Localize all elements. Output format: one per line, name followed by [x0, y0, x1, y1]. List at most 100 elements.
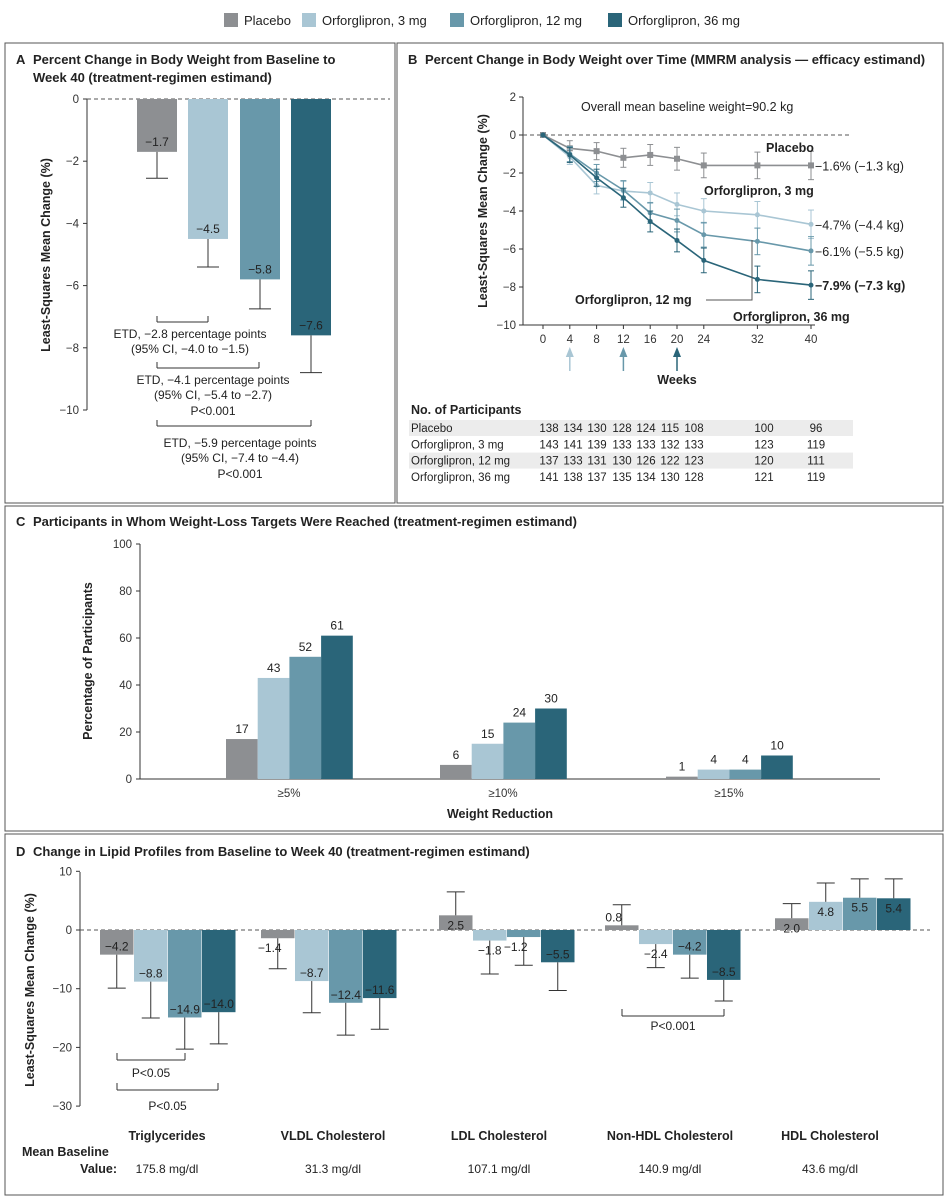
data-label: 61 — [330, 619, 344, 633]
bar — [729, 769, 762, 779]
y-tick-label: −10 — [52, 984, 72, 996]
table-row-label: Placebo — [411, 423, 453, 435]
data-label: 6 — [453, 748, 460, 762]
data-label: 5.5 — [851, 901, 868, 915]
x-category-label: HDL Cholesterol — [781, 1129, 879, 1143]
table-cell: 137 — [539, 456, 558, 468]
table-cell: 141 — [563, 439, 582, 451]
data-label: −1.8 — [478, 944, 502, 958]
data-point — [594, 175, 600, 181]
data-label: 0.8 — [605, 910, 622, 924]
y-axis-label: Percentage of Participants — [81, 582, 95, 740]
note: Overall mean baseline weight=90.2 kg — [581, 100, 793, 114]
table-row-shade — [409, 420, 853, 436]
bar — [321, 635, 353, 779]
leader-line — [706, 240, 753, 301]
y-tick-label: 20 — [119, 727, 132, 739]
baseline-label: Mean Baseline — [22, 1145, 109, 1159]
panel-d — [4, 833, 944, 1196]
x-tick-label: 20 — [671, 334, 684, 346]
bar — [507, 930, 541, 938]
x-tick-label: 4 — [567, 334, 574, 346]
baseline-value: 107.1 mg/dl — [468, 1162, 531, 1176]
y-tick-label: 0 — [126, 774, 132, 786]
series-label: Orforglipron, 3 mg — [704, 184, 814, 198]
bar — [168, 930, 202, 1018]
legend-label: Orforglipron, 12 mg — [470, 13, 582, 28]
y-tick-label: −10 — [59, 405, 79, 417]
data-label: 5.4 — [885, 901, 902, 915]
end-label: −4.7% (−4.4 kg) — [815, 218, 904, 232]
x-axis-label: Weight Reduction — [447, 807, 553, 821]
baseline-value: 175.8 mg/dl — [136, 1162, 199, 1176]
panel-title: Percent Change in Body Weight from Basel… — [33, 52, 335, 67]
data-point — [701, 208, 707, 214]
bar — [226, 739, 258, 779]
data-point — [754, 276, 760, 282]
bar — [473, 930, 507, 941]
data-label: −5.8 — [248, 262, 272, 276]
data-point — [674, 237, 680, 243]
x-tick-label: ≥10% — [488, 788, 517, 800]
x-tick-label: 0 — [540, 334, 546, 346]
bar — [188, 99, 228, 239]
panel-letter: A — [16, 52, 26, 67]
table-cell: 134 — [563, 423, 583, 435]
series-label: Orforglipron, 36 mg — [733, 310, 850, 324]
table-row-label: Orforglipron, 12 mg — [411, 456, 510, 468]
data-label: 24 — [513, 706, 527, 720]
bar — [439, 915, 473, 930]
x-category-label: Non-HDL Cholesterol — [607, 1129, 733, 1143]
table-cell: 124 — [636, 423, 656, 435]
etd-annotation: (95% CI, −5.4 to −2.7) — [154, 388, 272, 402]
y-axis-label: Least-Squares Mean Change (%) — [23, 893, 37, 1087]
y-axis-label: Least-Squares Mean Change (%) — [476, 114, 490, 308]
table-cell: 133 — [612, 439, 631, 451]
data-label: 1 — [679, 760, 686, 774]
y-tick-label: −4 — [503, 206, 517, 218]
end-label: −1.6% (−1.3 kg) — [815, 159, 904, 173]
bar — [240, 99, 280, 280]
y-tick-label: 10 — [59, 866, 72, 878]
data-point — [620, 154, 627, 161]
etd-annotation: ETD, −5.9 percentage points — [163, 436, 316, 450]
table-cell: 108 — [684, 423, 703, 435]
y-tick-label: 0 — [66, 925, 72, 937]
panel-c — [4, 505, 944, 832]
bar — [363, 930, 397, 999]
bar — [261, 930, 295, 939]
table-cell: 111 — [807, 456, 824, 468]
x-tick-label: 40 — [805, 334, 818, 346]
bar — [295, 930, 329, 982]
table-cell: 123 — [684, 456, 703, 468]
table-cell: 130 — [660, 472, 679, 484]
table-cell: 100 — [754, 423, 773, 435]
legend-swatch — [450, 13, 464, 27]
panel-letter: D — [16, 844, 25, 859]
bar — [329, 930, 363, 1003]
baseline-label: Value: — [80, 1162, 117, 1176]
data-point — [754, 238, 760, 244]
bar — [605, 925, 639, 930]
bar — [541, 930, 575, 963]
table-cell: 133 — [684, 439, 703, 451]
y-tick-label: 2 — [510, 92, 516, 104]
y-tick-label: 60 — [119, 633, 132, 645]
baseline-value: 31.3 mg/dl — [305, 1162, 361, 1176]
x-category-label: LDL Cholesterol — [451, 1129, 547, 1143]
data-point — [620, 195, 626, 201]
data-point — [808, 282, 814, 288]
end-label: −7.9% (−7.3 kg) — [815, 279, 905, 293]
data-label: −1.7 — [145, 135, 169, 149]
bar — [471, 743, 504, 779]
etd-annotation: ETD, −4.1 percentage points — [136, 373, 289, 387]
data-point — [593, 148, 600, 155]
bar — [809, 901, 843, 930]
data-label: −4.2 — [105, 940, 129, 954]
panel-letter: B — [408, 52, 417, 67]
table-cell: 133 — [563, 456, 582, 468]
data-label: 2.0 — [783, 921, 800, 935]
data-label: −1.2 — [504, 940, 528, 954]
panel-a — [4, 42, 396, 504]
